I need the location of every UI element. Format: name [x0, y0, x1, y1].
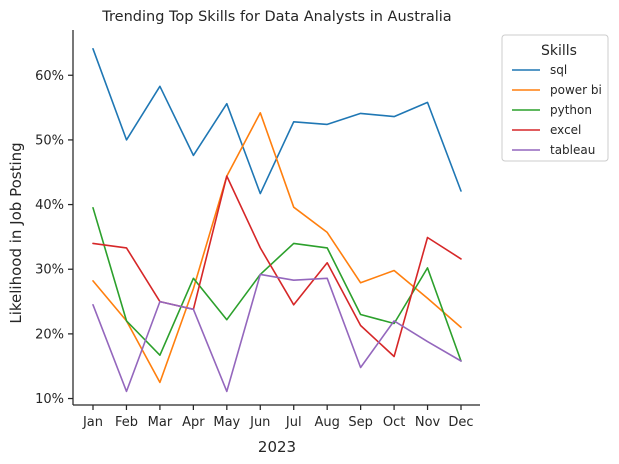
series-line-python [92, 207, 462, 362]
series-line-power-bi [92, 112, 462, 384]
legend: Skills sql power bi python excel tableau [501, 34, 609, 162]
legend-title: Skills [541, 43, 577, 59]
plot-area [92, 47, 462, 393]
y-tick-label: 40% [35, 198, 64, 213]
x-tick-label: Oct [383, 415, 405, 430]
x-tick-label: Feb [115, 415, 138, 430]
x-tick-label: Nov [415, 415, 441, 430]
x-tick-label: Dec [448, 415, 473, 430]
x-tick-label: Apr [182, 415, 205, 430]
legend-label-tableau: tableau [550, 143, 595, 157]
chart-title: Trending Top Skills for Data Analysts in… [101, 9, 451, 25]
x-axis: Jan Feb Mar Apr May Jun Jul Aug Sep Oct Nov Dec [73, 404, 480, 430]
x-tick-label: Aug [314, 415, 339, 430]
series-line-sql [92, 47, 462, 195]
legend-label-excel: excel [550, 123, 581, 137]
x-tick-label: May [213, 415, 240, 430]
x-tick-label: Mar [148, 415, 173, 430]
series-line-excel [92, 175, 462, 358]
series-line-tableau [92, 273, 462, 393]
legend-label-power-bi: power bi [550, 83, 602, 97]
legend-label-sql: sql [550, 63, 567, 77]
y-axis-title: Likelihood in Job Posting [7, 142, 25, 323]
y-tick-label: 10% [35, 392, 64, 407]
x-tick-label: Jan [82, 415, 103, 430]
y-tick-label: 20% [35, 327, 64, 342]
y-axis: 10% 20% 30% 40% 50% 60% [35, 30, 74, 407]
x-tick-label: Jun [249, 415, 270, 430]
x-tick-label: Sep [348, 415, 373, 430]
y-tick-label: 50% [35, 133, 64, 148]
y-tick-label: 60% [35, 69, 64, 84]
y-tick-label: 30% [35, 263, 64, 278]
x-tick-label: Jul [285, 415, 302, 430]
x-axis-title: 2023 [258, 438, 296, 456]
legend-label-python: python [550, 103, 592, 117]
legend-items: sql power bi python excel tableau [512, 63, 602, 157]
